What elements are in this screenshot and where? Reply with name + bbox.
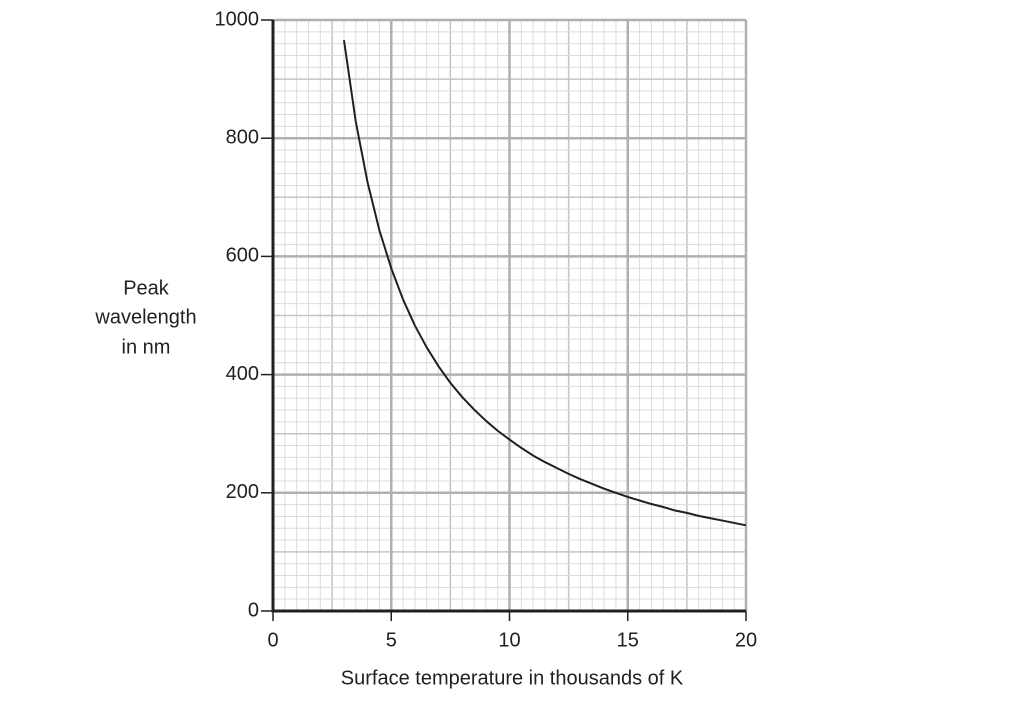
y-axis-label: in nm [122,336,171,358]
y-axis-label: Peak [123,277,170,299]
y-tick-label: 200 [226,481,259,503]
x-tick-label: 5 [386,629,397,651]
y-tick-label: 800 [226,126,259,148]
data-line [342,39,747,527]
y-tick-label: 600 [226,245,259,267]
y-axis-label: wavelength [94,306,196,328]
x-tick-label: 20 [735,629,757,651]
x-tick-label: 10 [498,629,520,651]
y-tick-label: 0 [248,599,259,621]
x-axis-label: Surface temperature in thousands of K [341,667,684,689]
y-tick-label: 1000 [215,8,260,30]
y-tick-label: 400 [226,363,259,385]
x-tick-label: 15 [617,629,639,651]
x-tick-label: 0 [267,629,278,651]
